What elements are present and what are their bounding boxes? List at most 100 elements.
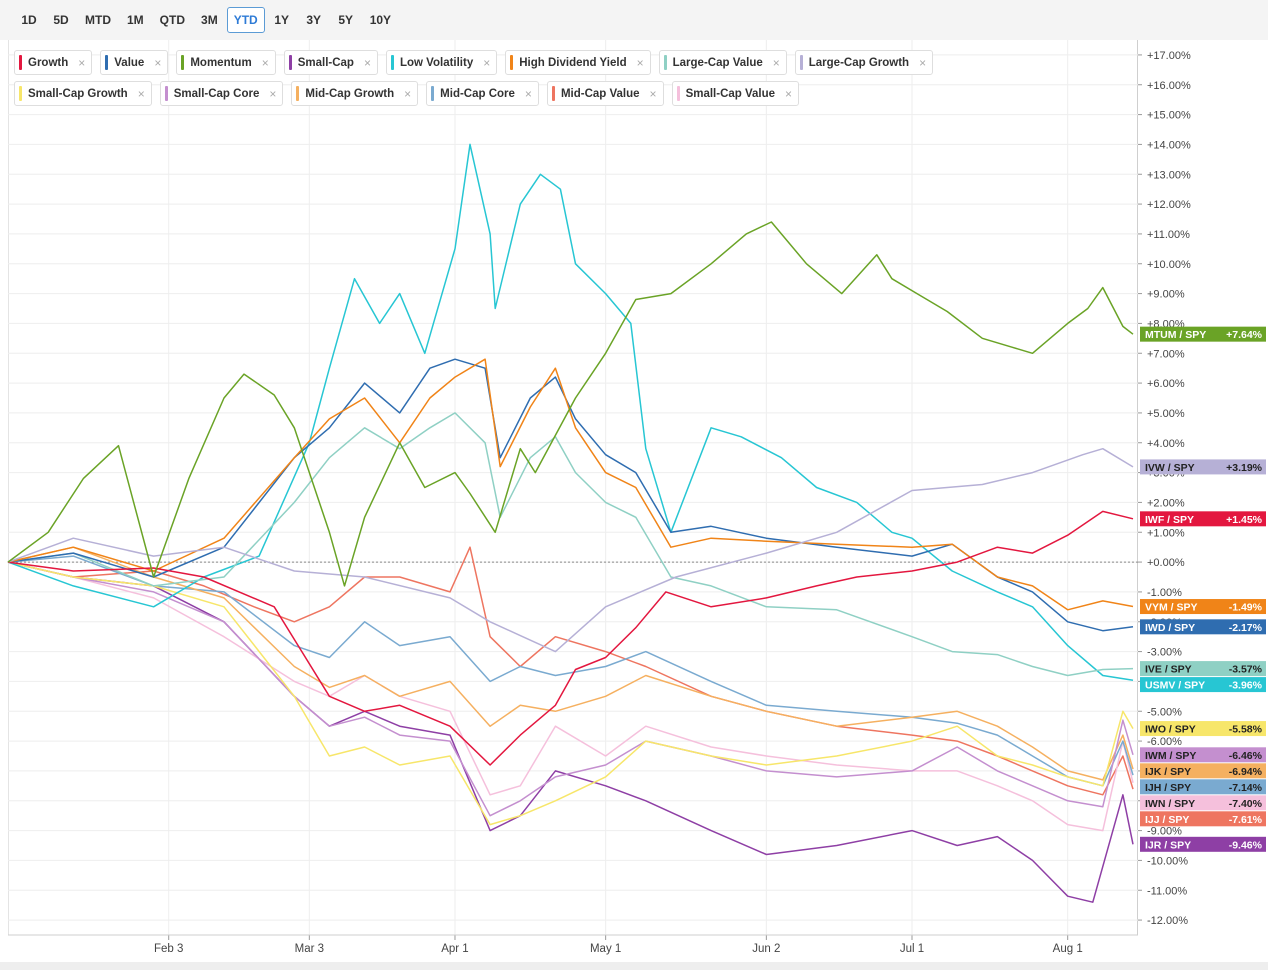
y-grid <box>8 54 1138 921</box>
legend-item-large-cap-value[interactable]: Large-Cap Value × <box>658 50 787 75</box>
range-tab-qtd[interactable]: QTD <box>153 7 192 33</box>
close-icon[interactable]: × <box>483 55 491 70</box>
legend-item-small-cap-core[interactable]: Small-Cap Core × <box>159 81 284 106</box>
series-line-mid-cap-core[interactable] <box>7 555 1134 787</box>
legend-swatch <box>431 86 435 101</box>
range-tab-1y[interactable]: 1Y <box>267 7 297 33</box>
value-tag-ijr: IJR / SPY -9.46% <box>1140 836 1266 852</box>
range-tab-3m[interactable]: 3M <box>194 7 225 33</box>
legend-item-high-dividend-yield[interactable]: High Dividend Yield × <box>505 50 651 75</box>
legend: Growth × Value × Momentum × Small-Cap × Low Vola… <box>14 50 1024 106</box>
series-line-momentum[interactable] <box>7 221 1134 587</box>
legend-label: Small-Cap Core <box>173 87 260 100</box>
close-icon[interactable]: × <box>649 86 657 101</box>
legend-label: Small-Cap Value <box>685 87 776 100</box>
legend-label: Mid-Cap Value <box>560 87 640 100</box>
value-tag-value: -6.94% <box>1229 766 1263 778</box>
legend-item-large-cap-growth[interactable]: Large-Cap Growth × <box>794 50 934 75</box>
close-icon[interactable]: × <box>636 55 644 70</box>
close-icon[interactable]: × <box>524 86 532 101</box>
y-tick-label: -5.00% <box>1147 706 1182 718</box>
close-icon[interactable]: × <box>137 86 145 101</box>
legend-swatch <box>390 55 394 70</box>
legend-swatch <box>181 55 185 70</box>
legend-label: Mid-Cap Core <box>440 87 515 100</box>
close-icon[interactable]: × <box>785 86 793 101</box>
series-line-large-cap-growth[interactable] <box>7 447 1134 653</box>
chart-scrollbar[interactable] <box>0 962 1268 970</box>
close-icon[interactable]: × <box>919 55 927 70</box>
legend-label: Mid-Cap Growth <box>305 87 395 100</box>
range-tab-3y[interactable]: 3Y <box>299 7 329 33</box>
legend-item-growth[interactable]: Growth × <box>14 50 93 75</box>
range-tab-ytd[interactable]: YTD <box>226 7 265 33</box>
series-line-mid-cap-growth[interactable] <box>7 546 1134 781</box>
range-tab-5d[interactable]: 5D <box>46 7 76 33</box>
close-icon[interactable]: × <box>269 86 277 101</box>
series-line-high-dividend-yield[interactable] <box>7 358 1134 611</box>
value-tag-symbol: IVE / SPY <box>1145 664 1192 676</box>
value-tag-symbol: IVW / SPY <box>1145 462 1195 474</box>
legend-item-mid-cap-value[interactable]: Mid-Cap Value × <box>546 81 664 106</box>
legend-label: Low Volatility <box>399 56 474 69</box>
value-tag-ijj: IJJ / SPY -7.61% <box>1140 811 1266 827</box>
y-tick-label: +0.00% <box>1147 557 1185 569</box>
range-tab-1m[interactable]: 1M <box>120 7 151 33</box>
legend-item-low-volatility[interactable]: Low Volatility × <box>385 50 498 75</box>
legend-item-mid-cap-growth[interactable]: Mid-Cap Growth × <box>291 81 419 106</box>
legend-label: Value <box>114 56 145 69</box>
series-line-large-cap-value[interactable] <box>7 412 1134 677</box>
close-icon[interactable]: × <box>772 55 780 70</box>
y-tick-label: +11.00% <box>1147 229 1190 241</box>
range-tab-mtd[interactable]: MTD <box>78 7 118 33</box>
value-tag-value: -7.40% <box>1229 798 1263 810</box>
series-line-growth[interactable] <box>7 510 1134 766</box>
value-tag-value: -6.46% <box>1229 750 1263 762</box>
value-tag-bg <box>1140 599 1266 615</box>
value-tag-value: -3.96% <box>1229 680 1263 692</box>
y-tick-label: +5.00% <box>1147 408 1185 420</box>
value-tag-symbol: IJK / SPY <box>1145 766 1191 778</box>
x-tick-label: Feb 3 <box>154 943 183 955</box>
close-icon[interactable]: × <box>261 55 269 70</box>
value-tag-bg <box>1140 459 1266 475</box>
close-icon[interactable]: × <box>78 55 86 70</box>
legend-item-small-cap[interactable]: Small-Cap × <box>283 50 378 75</box>
y-tick-label: -11.00% <box>1147 885 1187 897</box>
close-icon[interactable]: × <box>363 55 371 70</box>
y-tick-label: -10.00% <box>1147 855 1188 867</box>
close-icon[interactable]: × <box>154 55 162 70</box>
legend-item-small-cap-value[interactable]: Small-Cap Value × <box>671 81 800 106</box>
legend-item-value[interactable]: Value × <box>100 50 169 75</box>
y-tick-label: +9.00% <box>1147 289 1185 301</box>
close-icon[interactable]: × <box>404 86 412 101</box>
legend-swatch <box>19 55 22 70</box>
legend-item-mid-cap-core[interactable]: Mid-Cap Core × <box>426 81 539 106</box>
y-tick-label: -1.00% <box>1147 587 1182 599</box>
legend-item-small-cap-growth[interactable]: Small-Cap Growth × <box>14 81 152 106</box>
value-tag-symbol: IJJ / SPY <box>1145 814 1189 826</box>
series-line-small-cap-value[interactable] <box>7 561 1134 832</box>
series-line-small-cap-growth[interactable] <box>7 561 1134 826</box>
value-tag-symbol: IJH / SPY <box>1145 782 1191 794</box>
range-tab-5y[interactable]: 5Y <box>331 7 361 33</box>
y-tick-label: +6.00% <box>1147 378 1185 390</box>
range-tab-10y[interactable]: 10Y <box>363 7 398 33</box>
value-tag-ivw: IVW / SPY +3.19% <box>1140 459 1266 475</box>
value-tag-symbol: IWN / SPY <box>1145 798 1195 810</box>
y-tick-label: +15.00% <box>1147 110 1191 122</box>
x-tick-label: May 1 <box>590 943 621 955</box>
series-line-small-cap-core[interactable] <box>7 561 1134 817</box>
value-tag-value: +1.45% <box>1226 514 1263 526</box>
y-tick-label: +4.00% <box>1147 438 1185 450</box>
value-tag-mtum: MTUM / SPY +7.64% <box>1140 326 1266 342</box>
legend-item-momentum[interactable]: Momentum × <box>176 50 276 75</box>
x-tick-label: Apr 1 <box>441 943 469 955</box>
series-line-value[interactable] <box>7 358 1134 632</box>
range-tab-1d[interactable]: 1D <box>14 7 44 33</box>
value-tag-iwd: IWD / SPY -2.17% <box>1140 619 1266 635</box>
series-line-low-volatility[interactable] <box>7 143 1134 681</box>
y-tick-label: +12.00% <box>1147 199 1191 211</box>
series-line-mid-cap-value[interactable] <box>7 546 1134 796</box>
